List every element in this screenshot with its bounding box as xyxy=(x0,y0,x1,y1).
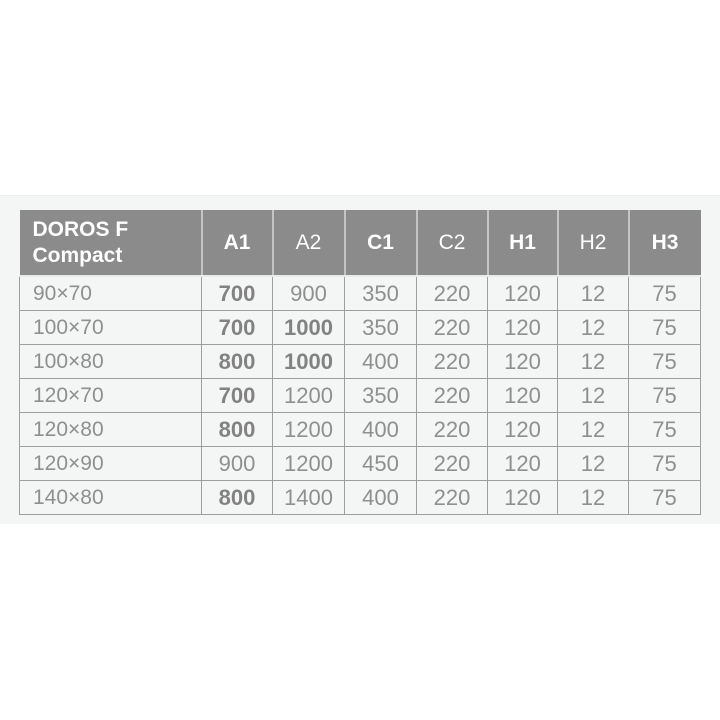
size-table: DOROS F Compact A1 A2 C1 C2 H1 H2 H3 90×70 700 9… xyxy=(19,210,701,515)
table-row: 120×90 900 1200 450 220 120 12 75 xyxy=(19,446,701,481)
table-title-line1: DOROS F xyxy=(32,217,129,241)
cell-h2: 12 xyxy=(557,344,629,379)
cell-a2: 1000 xyxy=(272,344,345,379)
cell-h3: 75 xyxy=(628,275,701,311)
cell-c1: 350 xyxy=(344,275,417,311)
column-header-h1: H1 xyxy=(487,210,559,277)
column-header-a1: A1 xyxy=(201,210,274,277)
cell-h1: 120 xyxy=(487,412,558,447)
table-body: 90×70 700 900 350 220 120 12 75 100×70 700 1000 350… xyxy=(19,275,701,515)
cell-c2: 220 xyxy=(416,446,488,481)
cell-c1: 400 xyxy=(344,412,417,447)
cell-c2: 220 xyxy=(416,275,488,311)
cell-c2: 220 xyxy=(416,480,488,515)
header-row: DOROS F Compact A1 A2 C1 C2 H1 H2 H3 xyxy=(19,210,701,277)
cell-c1: 350 xyxy=(344,310,417,345)
cell-c2: 220 xyxy=(416,344,488,379)
table-row: 120×70 700 1200 350 220 120 12 75 xyxy=(19,378,701,413)
cell-h3: 75 xyxy=(628,412,701,447)
cell-a2: 1400 xyxy=(272,480,345,515)
table-row: 90×70 700 900 350 220 120 12 75 xyxy=(19,275,701,311)
cell-h1: 120 xyxy=(487,378,558,413)
cell-h3: 75 xyxy=(628,446,701,481)
cell-h2: 12 xyxy=(557,412,629,447)
cell-h3: 75 xyxy=(628,378,701,413)
row-label: 100×70 xyxy=(19,310,202,345)
column-header-c1: C1 xyxy=(344,210,418,277)
cell-h2: 12 xyxy=(557,446,629,481)
cell-c1: 350 xyxy=(344,378,417,413)
cell-a2: 1000 xyxy=(272,310,345,345)
row-label: 90×70 xyxy=(19,275,202,311)
cell-h3: 75 xyxy=(628,480,701,515)
cell-h2: 12 xyxy=(557,310,629,345)
column-header-h2: H2 xyxy=(557,210,630,277)
cell-h2: 12 xyxy=(557,275,629,311)
cell-h2: 12 xyxy=(557,480,629,515)
row-label: 120×90 xyxy=(19,446,202,481)
table-row: 100×80 800 1000 400 220 120 12 75 xyxy=(19,344,701,379)
cell-a1: 700 xyxy=(201,275,273,311)
column-header-a2: A2 xyxy=(272,210,346,277)
cell-h3: 75 xyxy=(628,310,701,345)
cell-a1: 800 xyxy=(201,344,273,379)
table-title-line2: Compact xyxy=(32,243,123,267)
table-row: 120×80 800 1200 400 220 120 12 75 xyxy=(19,412,701,447)
table-row: 100×70 700 1000 350 220 120 12 75 xyxy=(19,310,701,345)
cell-c2: 220 xyxy=(416,378,488,413)
cell-c2: 220 xyxy=(416,412,488,447)
cell-h1: 120 xyxy=(487,446,558,481)
cell-h1: 120 xyxy=(487,480,558,515)
column-header-h3: H3 xyxy=(628,210,701,277)
cell-h2: 12 xyxy=(557,378,629,413)
row-label: 100×80 xyxy=(19,344,202,379)
column-header-c2: C2 xyxy=(416,210,489,277)
cell-a2: 1200 xyxy=(272,446,345,481)
table-row: 140×80 800 1400 400 220 120 12 75 xyxy=(19,480,701,515)
row-label: 120×80 xyxy=(19,412,202,447)
cell-c1: 400 xyxy=(344,344,417,379)
cell-h1: 120 xyxy=(487,344,558,379)
cell-a1: 900 xyxy=(201,446,273,481)
cell-a2: 1200 xyxy=(272,378,345,413)
cell-a2: 900 xyxy=(272,275,345,311)
cell-a1: 800 xyxy=(201,412,273,447)
cell-a1: 800 xyxy=(201,480,273,515)
table-title: DOROS F Compact xyxy=(19,210,203,277)
cell-c1: 450 xyxy=(344,446,417,481)
table-section: DOROS F Compact A1 A2 C1 C2 H1 H2 H3 90×70 700 9… xyxy=(0,195,720,524)
row-label: 140×80 xyxy=(19,480,202,515)
cell-c1: 400 xyxy=(344,480,417,515)
cell-a2: 1200 xyxy=(272,412,345,447)
cell-h1: 120 xyxy=(487,275,558,311)
row-label: 120×70 xyxy=(19,378,202,413)
cell-c2: 220 xyxy=(416,310,488,345)
cell-h1: 120 xyxy=(487,310,558,345)
cell-a1: 700 xyxy=(201,310,273,345)
cell-a1: 700 xyxy=(201,378,273,413)
cell-h3: 75 xyxy=(628,344,701,379)
